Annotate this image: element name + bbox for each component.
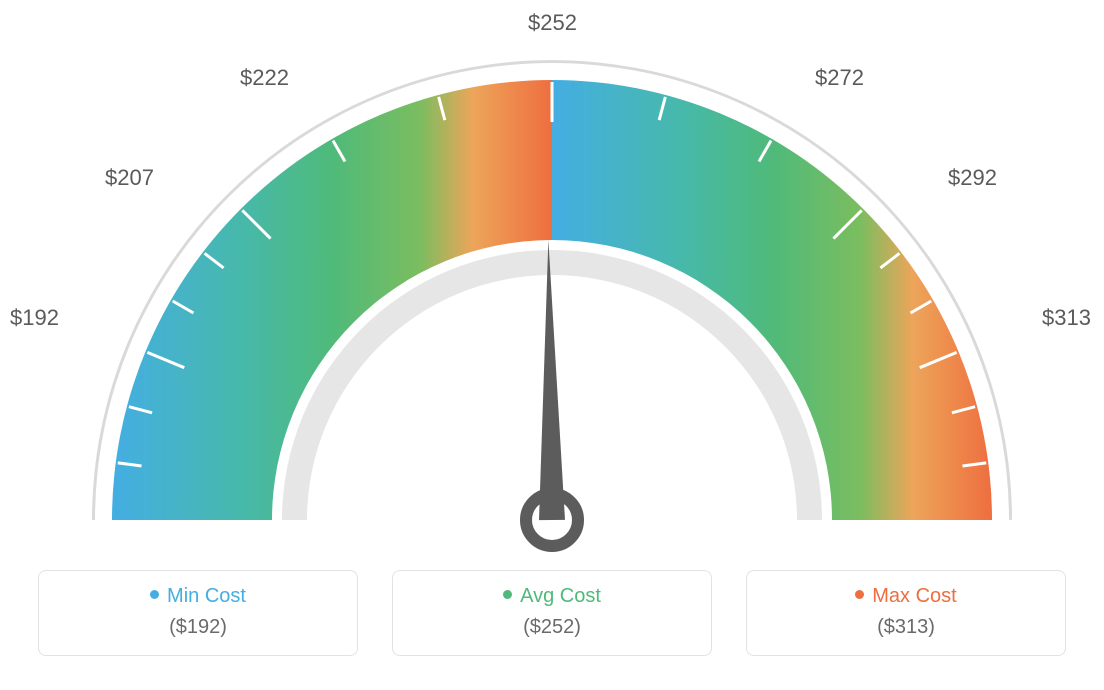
tick-label-4: $272 bbox=[815, 65, 864, 91]
legend-title-avg-text: Avg Cost bbox=[520, 585, 601, 607]
dot-icon-min bbox=[150, 590, 159, 599]
legend-value-max: ($313) bbox=[747, 616, 1065, 639]
gauge-chart: $192 $207 $222 $252 $272 $292 $313 bbox=[0, 0, 1104, 560]
dot-icon-max bbox=[855, 590, 864, 599]
legend-title-max: Max Cost bbox=[747, 585, 1065, 608]
tick-label-0: $192 bbox=[10, 305, 59, 331]
legend-card-min: Min Cost ($192) bbox=[38, 570, 358, 656]
tick-label-3: $252 bbox=[528, 10, 577, 36]
tick-label-2: $222 bbox=[240, 65, 289, 91]
legend-card-avg: Avg Cost ($252) bbox=[392, 570, 712, 656]
tick-label-1: $207 bbox=[105, 165, 154, 191]
legend-value-min: ($192) bbox=[39, 616, 357, 639]
tick-label-6: $313 bbox=[1042, 305, 1091, 331]
dot-icon-avg bbox=[503, 590, 512, 599]
legend-title-max-text: Max Cost bbox=[872, 585, 956, 607]
legend-row: Min Cost ($192) Avg Cost ($252) Max Cost… bbox=[0, 570, 1104, 656]
gauge-svg bbox=[0, 0, 1104, 560]
legend-title-min-text: Min Cost bbox=[167, 585, 246, 607]
legend-title-avg: Avg Cost bbox=[393, 585, 711, 608]
tick-label-5: $292 bbox=[948, 165, 997, 191]
legend-card-max: Max Cost ($313) bbox=[746, 570, 1066, 656]
legend-title-min: Min Cost bbox=[39, 585, 357, 608]
legend-value-avg: ($252) bbox=[393, 616, 711, 639]
